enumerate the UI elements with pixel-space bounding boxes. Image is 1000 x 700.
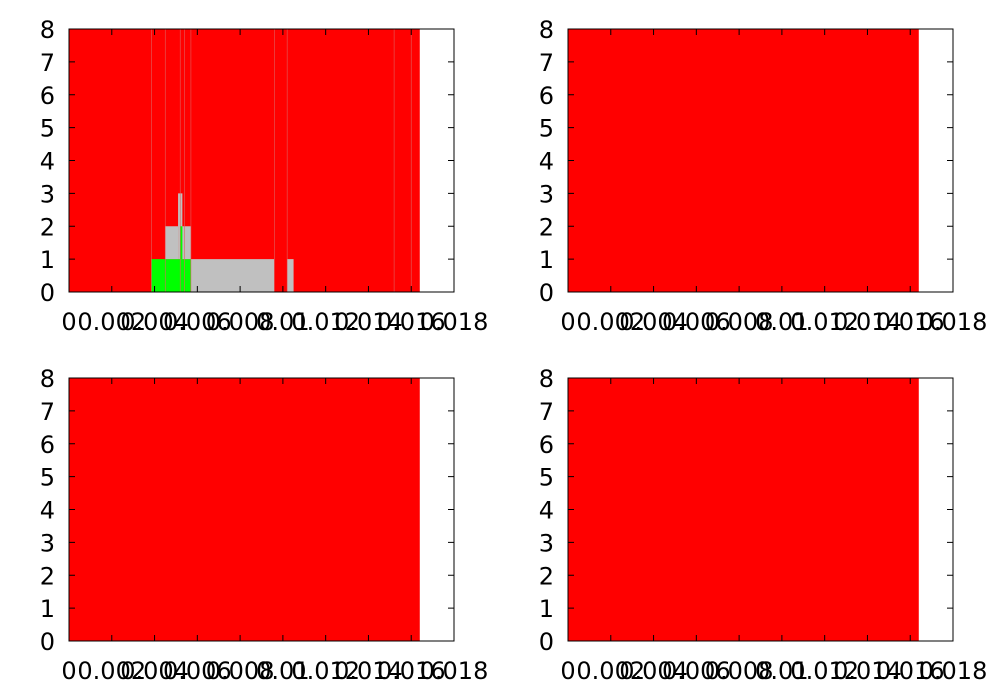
x-tick-label: 0.018 — [420, 657, 489, 685]
x-tick-label: 0.01 — [755, 308, 808, 336]
state-background-area — [69, 29, 420, 292]
x-tick-label: 0.014 — [334, 657, 403, 685]
y-tick-label: 8 — [539, 365, 554, 393]
y-tick-label: 6 — [539, 82, 554, 110]
state-segment-8 — [287, 259, 294, 292]
x-tick-label: 0.006 — [662, 308, 731, 336]
y-tick-label: 6 — [539, 431, 554, 459]
x-tick-label: 0.016 — [876, 308, 945, 336]
y-tick-label: 0 — [40, 279, 55, 307]
y-tick-label: 4 — [539, 497, 554, 525]
x-tick-label: 0 — [61, 308, 76, 336]
state-segment-6 — [180, 226, 183, 260]
x-tick-label: 0.014 — [334, 308, 403, 336]
y-tick-label: 5 — [539, 464, 554, 492]
y-tick-label: 3 — [539, 529, 554, 557]
x-tick-label: 0.008 — [206, 308, 275, 336]
y-tick-label: 5 — [40, 464, 55, 492]
y-tick-label: 1 — [40, 595, 55, 623]
x-tick-label: 0.014 — [833, 657, 902, 685]
y-tick-label: 6 — [40, 82, 55, 110]
x-tick-label: 0.016 — [876, 657, 945, 685]
y-tick-label: 7 — [40, 398, 55, 426]
y-tick-label: 4 — [539, 148, 554, 176]
x-tick-label: 0 — [61, 657, 76, 685]
x-tick-label: 0.012 — [790, 308, 859, 336]
x-tick-label: 0.014 — [833, 308, 902, 336]
y-tick-label: 3 — [40, 529, 55, 557]
y-tick-label: 7 — [539, 49, 554, 77]
x-tick-label: 0.016 — [377, 308, 446, 336]
y-tick-label: 2 — [539, 213, 554, 241]
x-tick-label: 0.006 — [662, 657, 731, 685]
state-background-area — [568, 378, 919, 641]
x-tick-label: 0.004 — [619, 308, 688, 336]
state-segment-3 — [165, 226, 179, 260]
state-segment-7 — [190, 259, 275, 292]
x-tick-label: 0.018 — [420, 308, 489, 336]
y-tick-label: 1 — [539, 595, 554, 623]
y-tick-label: 5 — [539, 115, 554, 143]
y-tick-label: 8 — [539, 16, 554, 44]
x-tick-label: 0.008 — [705, 657, 774, 685]
x-tick-label: 0 — [560, 657, 575, 685]
y-tick-label: 4 — [40, 497, 55, 525]
y-tick-label: 7 — [40, 49, 55, 77]
y-tick-label: 8 — [40, 16, 55, 44]
x-tick-label: 0.004 — [120, 657, 189, 685]
y-tick-label: 2 — [40, 213, 55, 241]
x-tick-label: 0.018 — [919, 657, 988, 685]
y-tick-label: 0 — [539, 279, 554, 307]
state-segment-5 — [182, 226, 191, 260]
x-tick-label: 0.01 — [256, 308, 309, 336]
y-tick-label: 6 — [40, 431, 55, 459]
y-tick-label: 8 — [40, 365, 55, 393]
x-tick-label: 0.002 — [77, 657, 146, 685]
y-tick-label: 1 — [40, 246, 55, 274]
x-tick-label: 0.012 — [790, 657, 859, 685]
x-tick-label: 0.004 — [619, 657, 688, 685]
x-tick-label: 0.008 — [206, 657, 275, 685]
x-tick-label: 0.012 — [291, 657, 360, 685]
x-tick-label: 0.002 — [576, 308, 645, 336]
state-segment-2 — [165, 259, 191, 292]
x-tick-label: 0.018 — [919, 308, 988, 336]
x-tick-label: 0.006 — [163, 308, 232, 336]
y-tick-label: 7 — [539, 398, 554, 426]
x-tick-label: 0.01 — [755, 657, 808, 685]
x-tick-label: 0.006 — [163, 657, 232, 685]
state-background-area — [568, 29, 919, 292]
y-tick-label: 5 — [40, 115, 55, 143]
state-segment-1 — [151, 259, 166, 292]
x-tick-label: 0 — [560, 308, 575, 336]
y-tick-label: 3 — [40, 180, 55, 208]
x-tick-label: 0.016 — [377, 657, 446, 685]
y-tick-label: 0 — [40, 628, 55, 656]
y-tick-label: 1 — [539, 246, 554, 274]
x-tick-label: 0.002 — [77, 308, 146, 336]
x-tick-label: 0.01 — [256, 657, 309, 685]
state-background-area — [69, 378, 420, 641]
y-tick-label: 2 — [40, 562, 55, 590]
y-tick-label: 0 — [539, 628, 554, 656]
x-tick-label: 0.008 — [705, 308, 774, 336]
x-tick-label: 0.004 — [120, 308, 189, 336]
x-tick-label: 0.012 — [291, 308, 360, 336]
y-tick-label: 2 — [539, 562, 554, 590]
y-tick-label: 4 — [40, 148, 55, 176]
y-tick-label: 3 — [539, 180, 554, 208]
x-tick-label: 0.002 — [576, 657, 645, 685]
